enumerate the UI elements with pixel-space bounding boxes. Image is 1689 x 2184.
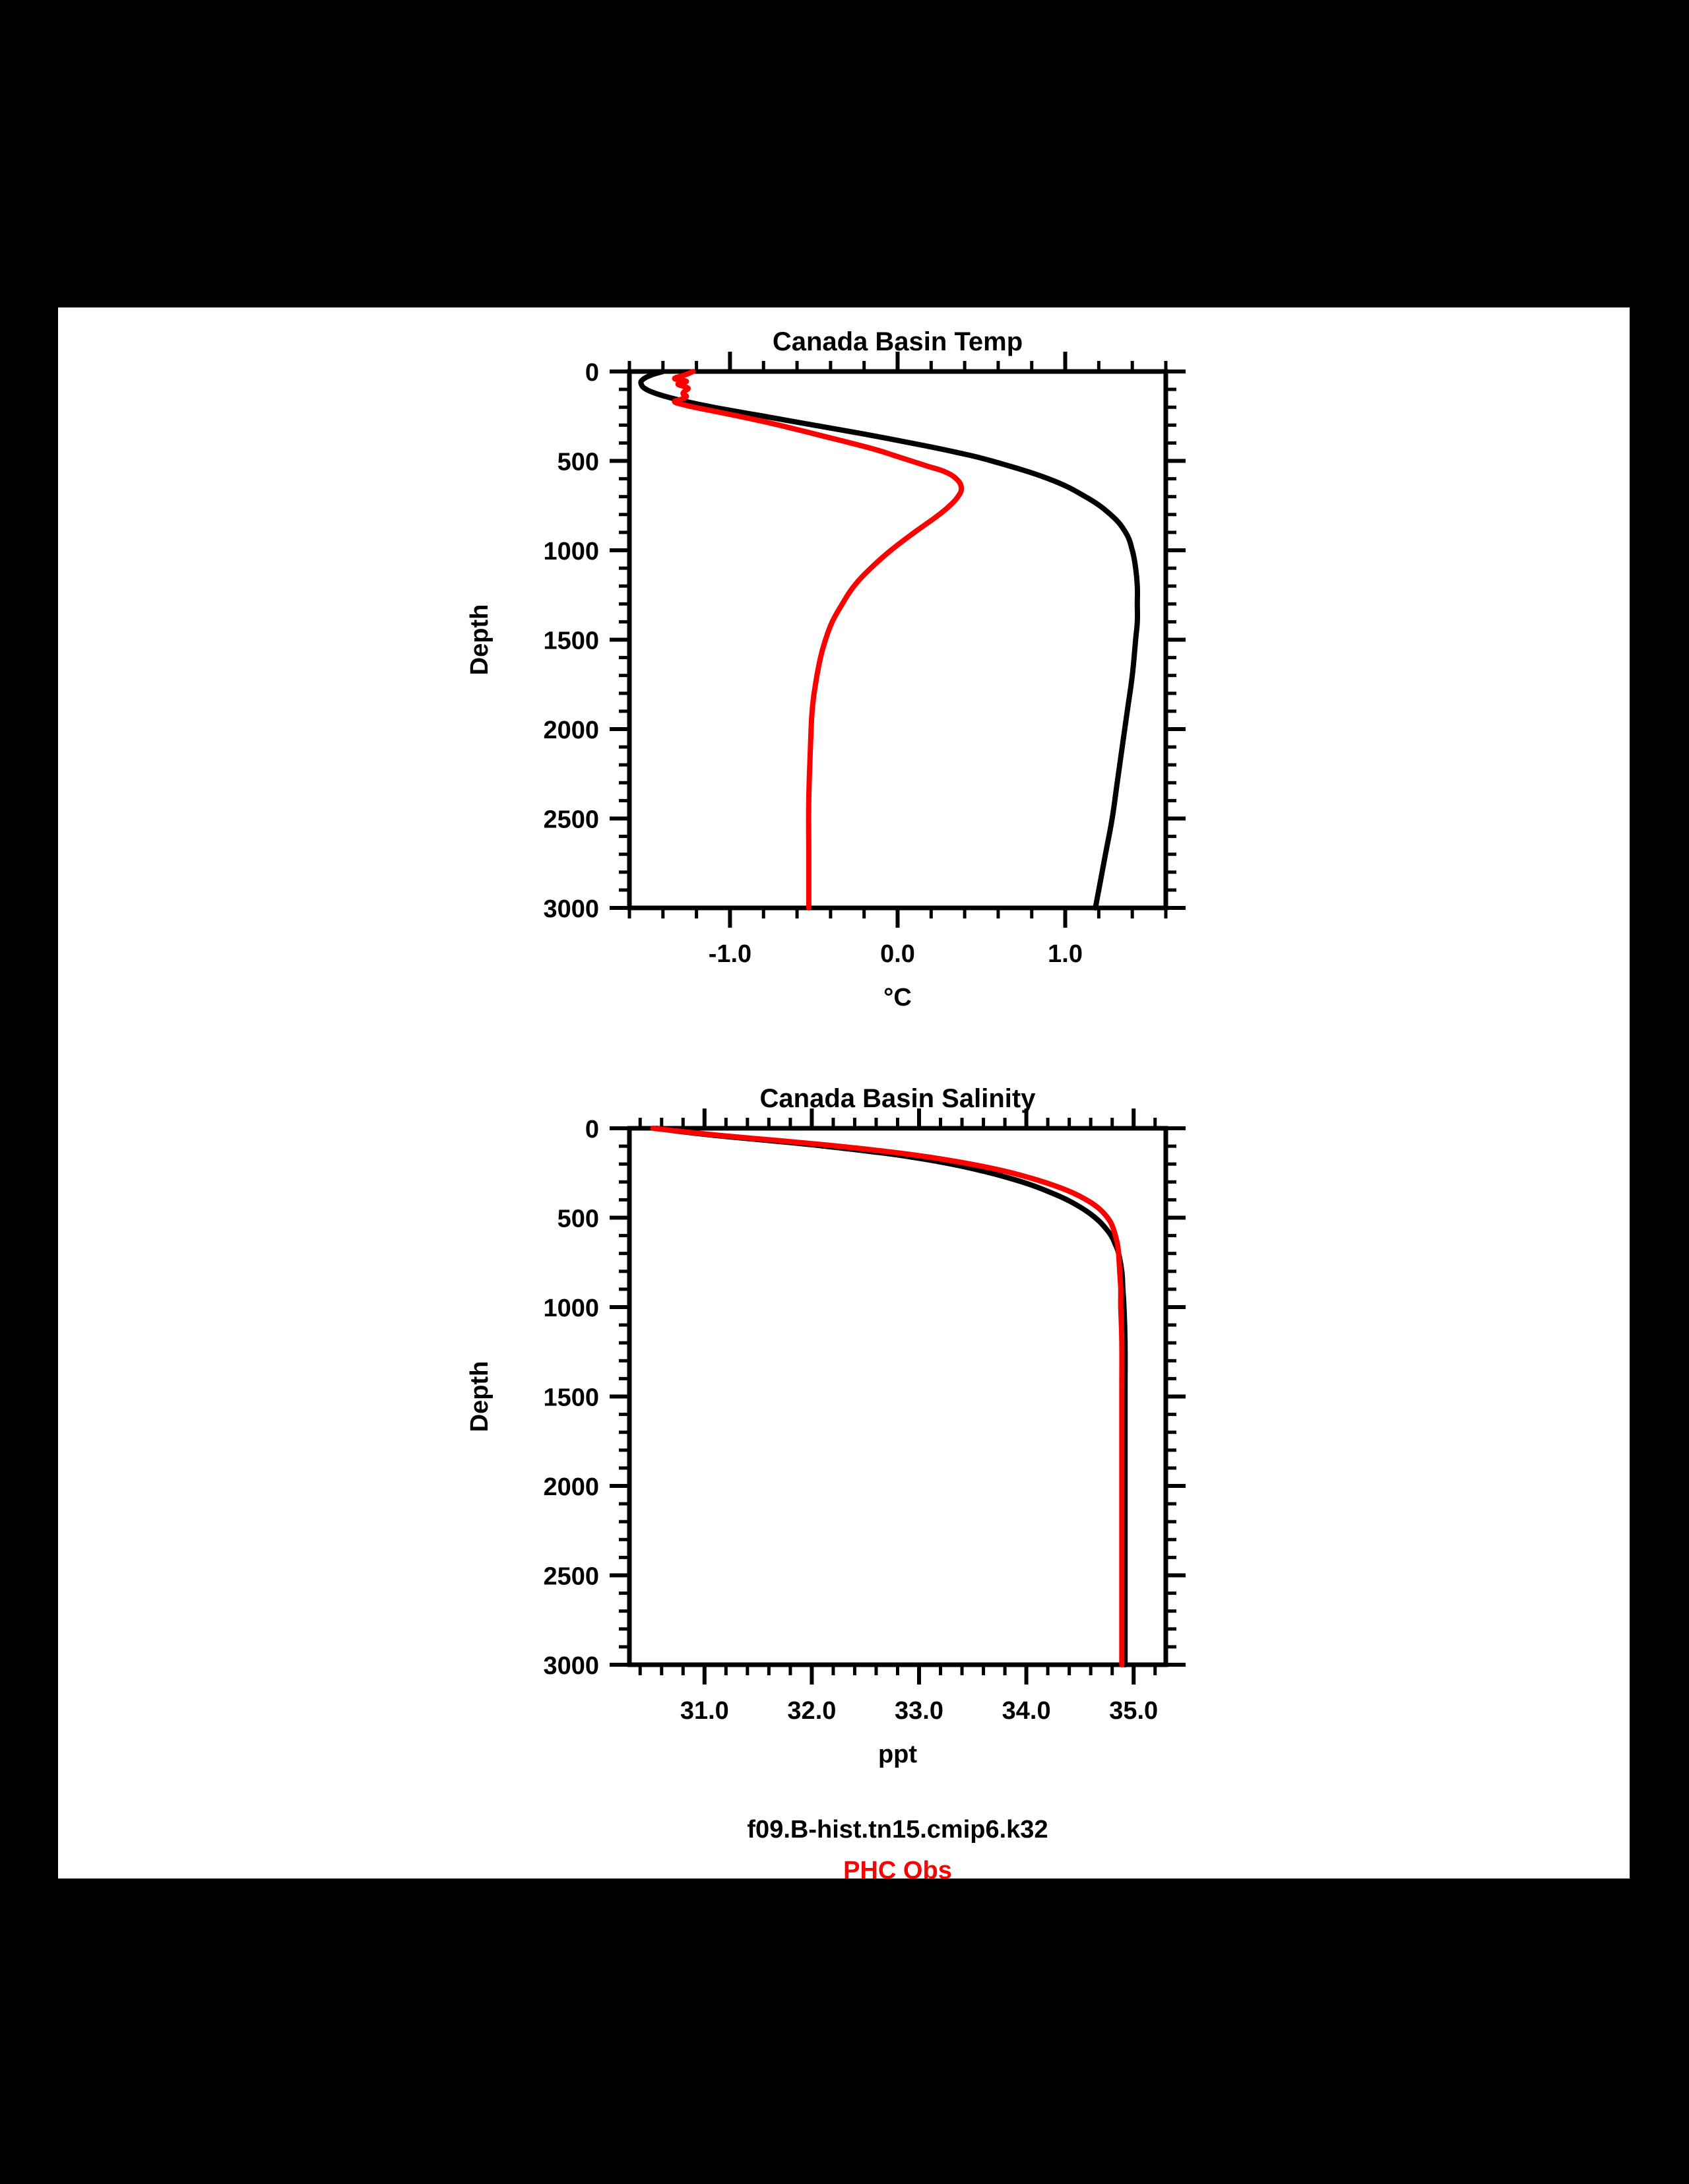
series-line-obs-1 — [650, 1126, 1125, 1667]
y-axis-title-0: Depth — [466, 604, 494, 676]
y-tick-label: 0 — [585, 359, 599, 387]
y-tick-label: 0 — [585, 1116, 599, 1143]
y-tick-label: 2500 — [543, 806, 599, 834]
legend-obs-label: PHC Obs — [843, 1857, 952, 1879]
chart-title-1: Canada Basin Salinity — [760, 1084, 1036, 1113]
x-tick-label: 35.0 — [1109, 1697, 1158, 1725]
x-tick-label: 34.0 — [1002, 1697, 1051, 1725]
y-tick-label: 2000 — [543, 1473, 599, 1501]
x-tick-label: 32.0 — [787, 1697, 836, 1725]
y-tick-label: 2000 — [543, 717, 599, 744]
series-line-obs-0 — [672, 369, 965, 911]
y-tick-label: 500 — [558, 1205, 599, 1233]
x-tick-label: 31.0 — [680, 1697, 729, 1725]
chart-title-0: Canada Basin Temp — [773, 327, 1023, 356]
legend-model-label: f09.B-hist.tn15.cmip6.k32 — [747, 1816, 1048, 1844]
plot-frame-0 — [627, 369, 1168, 911]
y-tick-label: 1000 — [543, 1295, 599, 1322]
y-tick-label: 500 — [558, 449, 599, 476]
x-tick-label: 1.0 — [1048, 940, 1083, 968]
x-tick-label: 33.0 — [895, 1697, 943, 1725]
y-axis-title-1: Depth — [466, 1361, 494, 1432]
x-axis-title-0: °C — [883, 984, 912, 1012]
y-tick-label: 1000 — [543, 538, 599, 565]
ocean-profile-figure: Canada Basin Temp -1.0 0.0 1.0 0 500 1000 1500 2… — [466, 327, 1186, 1879]
y-tick-label: 2500 — [543, 1563, 599, 1591]
figure-panel: Canada Basin Temp -1.0 0.0 1.0 0 500 1000 1500 2… — [58, 307, 1630, 1879]
x-tick-label: -1.0 — [709, 940, 751, 968]
x-axis-title-1: ppt — [878, 1741, 917, 1768]
series-line-model-0 — [638, 369, 1141, 911]
series-line-model-1 — [653, 1126, 1128, 1667]
y-tick-label: 3000 — [543, 1652, 599, 1680]
y-tick-label: 1500 — [543, 1384, 599, 1412]
x-tick-label: 0.0 — [880, 940, 915, 968]
y-tick-label: 1500 — [543, 627, 599, 655]
y-tick-label: 3000 — [543, 895, 599, 923]
